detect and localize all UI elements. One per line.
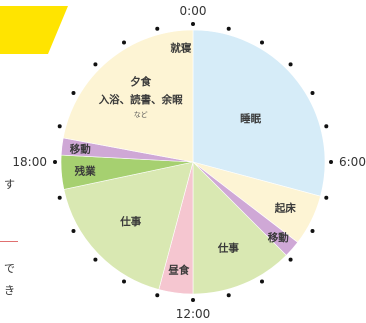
segment-name-2: 移動 — [268, 231, 289, 244]
side-text-1: す — [4, 178, 15, 191]
tick-dot-9 — [288, 257, 293, 262]
segment-label-6: 残業 — [75, 165, 96, 178]
tick-dot-2 — [260, 40, 264, 45]
tick-dot-10 — [260, 279, 264, 284]
slice-8 — [62, 29, 194, 163]
segment-label-0: 睡眠 — [240, 112, 261, 125]
tick-dot-6 — [329, 160, 333, 164]
tick-dot-13 — [155, 293, 160, 298]
segment-name-0: 睡眠 — [240, 112, 261, 125]
segment-label-1: 起床 — [274, 202, 296, 215]
segment-sub-8: 入浴、読書、余暇 — [99, 93, 183, 106]
segment-name-8: 夕食 — [130, 75, 151, 88]
tick-dot-14 — [122, 279, 126, 284]
tick-dot-15 — [93, 257, 98, 262]
time-label-3: 18:00 — [12, 155, 47, 169]
time-label-2: 12:00 — [176, 307, 211, 321]
tick-dot-17 — [57, 195, 62, 200]
tick-dot-21 — [93, 62, 98, 67]
time-label-0: 0:00 — [180, 4, 207, 18]
bedtime-label: 就寝 — [170, 42, 191, 55]
segment-name-5: 仕事 — [119, 215, 141, 228]
tick-dot-11 — [226, 293, 231, 298]
segment-label-5: 仕事 — [119, 215, 141, 228]
segment-label-4: 昼食 — [168, 263, 189, 276]
tick-dot-18 — [53, 160, 57, 164]
time-labels: 0:00 6:00 12:00 18:00 — [12, 4, 366, 321]
pie-slices — [60, 29, 326, 295]
tick-dot-1 — [226, 26, 231, 31]
tick-dot-4 — [310, 91, 315, 95]
clock-ticks — [53, 22, 333, 302]
segment-name-1: 起床 — [274, 202, 296, 215]
tick-dot-20 — [71, 91, 76, 95]
tick-dot-7 — [324, 195, 329, 200]
segment-label-3: 仕事 — [217, 241, 239, 254]
segment-label-7: 移動 — [70, 143, 91, 156]
segment-name-6: 残業 — [75, 165, 96, 178]
tick-dot-5 — [324, 124, 329, 129]
slice-0 — [192, 29, 326, 197]
tick-dot-8 — [310, 229, 315, 233]
tick-dot-12 — [191, 298, 195, 302]
segment-name-7: 移動 — [70, 143, 91, 156]
tick-dot-16 — [71, 229, 76, 233]
time-label-1: 6:00 — [339, 155, 366, 169]
tick-dot-19 — [57, 124, 62, 129]
segment-name-4: 昼食 — [168, 263, 189, 276]
divider-line — [0, 241, 18, 242]
slice-5 — [63, 161, 194, 290]
side-text-2: で — [4, 262, 15, 275]
tick-dot-3 — [288, 62, 293, 67]
tick-dot-22 — [122, 40, 126, 45]
slice-3 — [192, 161, 287, 295]
tick-dot-23 — [155, 26, 160, 31]
segment-note-8: など — [134, 111, 148, 119]
segment-label-2: 移動 — [268, 231, 289, 244]
side-text-3: き — [4, 284, 15, 297]
tick-dot-0 — [191, 22, 195, 26]
segment-name-3: 仕事 — [217, 241, 239, 254]
